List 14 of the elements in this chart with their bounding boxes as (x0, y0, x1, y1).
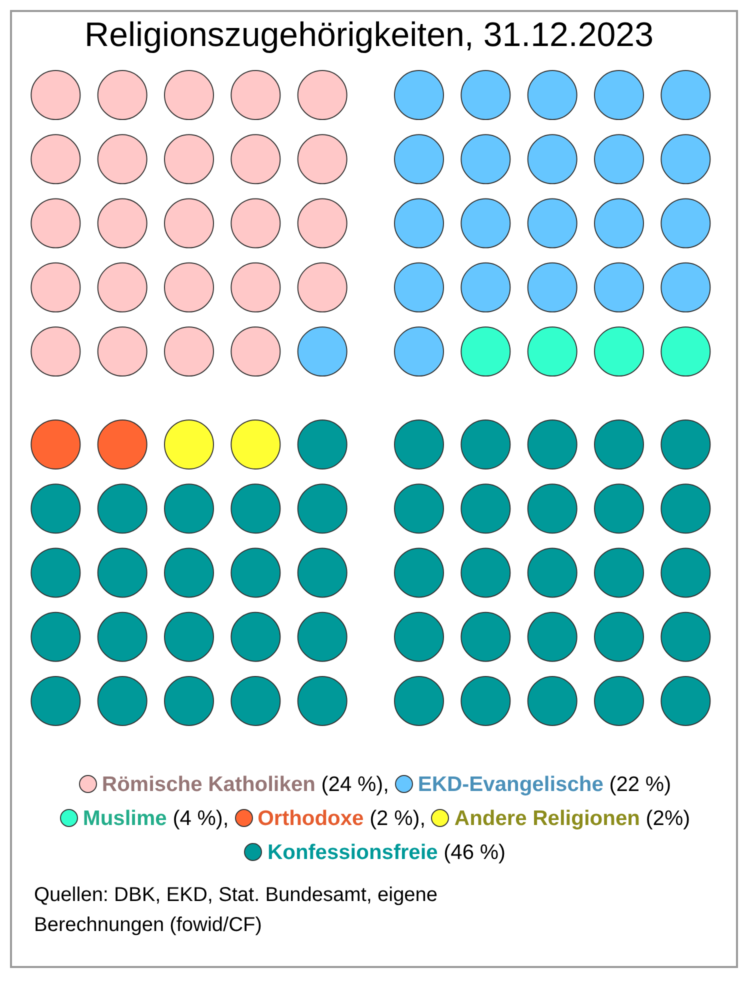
category-label: Muslime (82, 807, 167, 830)
data-label: (2%) (646, 807, 690, 830)
data-label: (4 %), (172, 807, 229, 830)
category-label: Andere Religionen (454, 807, 640, 830)
category-label: Römische Katholiken (102, 773, 316, 796)
category-label: Orthodoxe (258, 807, 364, 830)
data-label: (22 %) (609, 773, 672, 796)
text: Religionszugehörigkeiten, 31.12.2023 (84, 16, 654, 54)
category-label: Konfessionsfreie (267, 841, 438, 864)
data-label: (24 %), (321, 773, 389, 796)
data-label: (2 %), (370, 807, 426, 830)
data-label: (46 %) (444, 841, 506, 864)
category-label: EKD-Evangelische (418, 773, 604, 796)
source-note: Quellen: DBK, EKD, Stat. Bundesamt, eigene Berechnungen (fowid/CF) (34, 883, 439, 938)
